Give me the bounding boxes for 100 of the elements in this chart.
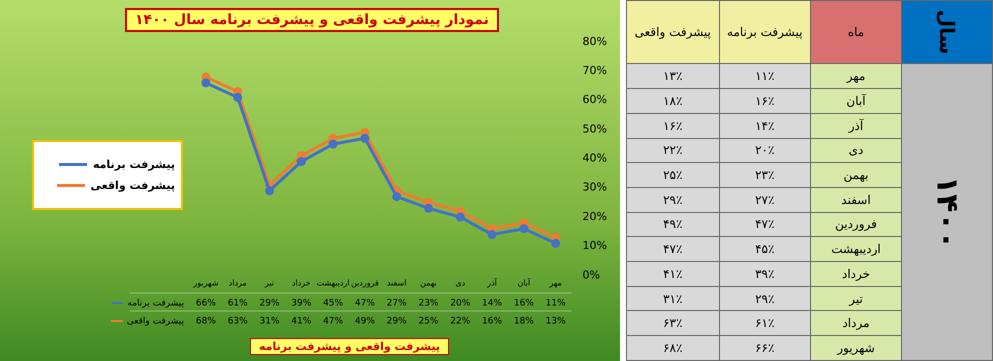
data-label: 29% bbox=[259, 298, 280, 308]
data-label: ۶۳٪ bbox=[626, 310, 719, 336]
data-label: 16% bbox=[514, 298, 534, 308]
category-label: اردیبهشت bbox=[810, 236, 902, 262]
y-tick-label: 0% bbox=[582, 268, 600, 282]
data-label: 47% bbox=[354, 298, 376, 308]
text: سال bbox=[935, 8, 959, 56]
category-label: شهریور bbox=[810, 336, 902, 360]
y-tick-label: 10% bbox=[582, 239, 608, 252]
data-label: ۴۹٪ bbox=[626, 212, 719, 237]
text: پیشرفت برنامه bbox=[719, 0, 810, 64]
data-label: ۶۱٪ bbox=[719, 310, 810, 336]
point bbox=[551, 238, 560, 248]
data-label: 39% bbox=[291, 298, 312, 308]
point bbox=[233, 92, 242, 102]
text: پیشرفت واقعی bbox=[126, 316, 184, 326]
data-label: 11% bbox=[546, 298, 566, 308]
y-tick-label: 50% bbox=[582, 122, 608, 136]
x-tick-label: آذر bbox=[486, 277, 498, 288]
data-label: 45% bbox=[323, 298, 344, 308]
text: پیشرفت واقعی bbox=[626, 0, 719, 64]
chart-title: نمودار پیشرفت واقعی و پیشرفت برنامه سال ۱۴۰۰ bbox=[125, 8, 499, 32]
data-label: 63% bbox=[228, 316, 248, 326]
data-label: ۴۵٪ bbox=[719, 236, 810, 262]
point bbox=[201, 78, 210, 88]
data-label: 13% bbox=[546, 316, 566, 326]
point bbox=[392, 192, 402, 202]
category-label: آذر bbox=[810, 113, 902, 138]
y-tick-label: 60% bbox=[582, 93, 608, 106]
data-label: ۱۴٪ bbox=[719, 113, 810, 138]
data-label: 16% bbox=[482, 316, 503, 326]
point bbox=[456, 212, 465, 222]
data-label: 14% bbox=[482, 298, 503, 308]
x-tick-label: اسفند bbox=[386, 278, 406, 288]
x-tick-label: آبان bbox=[517, 277, 532, 288]
x-tick-label: تیر bbox=[264, 278, 274, 288]
legend-label: پیشرفت برنامه bbox=[92, 158, 175, 171]
text: ماه bbox=[810, 0, 902, 64]
data-label: ۱۸٪ bbox=[626, 88, 719, 114]
point bbox=[360, 134, 370, 143]
data-label: 31% bbox=[259, 316, 280, 326]
point bbox=[488, 230, 497, 240]
x-tick-label: شهریور bbox=[192, 278, 219, 288]
data-label: ۶۸٪ bbox=[626, 336, 719, 360]
x-tick-label: دی bbox=[455, 278, 466, 288]
data-label: ۴۷٪ bbox=[719, 212, 810, 237]
x-tick-label: اردیبهشت bbox=[316, 278, 350, 288]
data-label: 47% bbox=[323, 316, 344, 326]
x-axis-title: پیشرفت واقعی و پیشرفت برنامه bbox=[250, 338, 450, 355]
data-label: 41% bbox=[291, 316, 312, 326]
category-label: مرداد bbox=[810, 310, 902, 336]
data-label: 49% bbox=[354, 316, 376, 326]
data-label: ۶۶٪ bbox=[719, 336, 810, 360]
x-tick-label: بهمن bbox=[420, 278, 437, 288]
data-label: 61% bbox=[228, 298, 248, 308]
data-label: ۴۱٪ bbox=[626, 262, 719, 286]
data-label: ۲۵٪ bbox=[626, 162, 719, 188]
data-label: ۲۷٪ bbox=[719, 187, 810, 212]
y-tick-label: 80% bbox=[582, 34, 608, 48]
data-label: ۲۲٪ bbox=[626, 138, 719, 163]
data-label: ۱۳٪ bbox=[626, 64, 719, 89]
text: پیشرفت برنامه bbox=[127, 298, 184, 308]
x-tick-label: مرداد bbox=[228, 278, 247, 288]
category-label: بهمن bbox=[810, 162, 902, 188]
y-tick-label: 20% bbox=[582, 210, 608, 223]
data-label: 20% bbox=[450, 298, 471, 308]
data-label: ۱۶٪ bbox=[626, 113, 719, 138]
data-label: 66% bbox=[196, 298, 216, 308]
data-label: ۲۹٪ bbox=[719, 286, 810, 311]
category-label: دی bbox=[810, 138, 902, 163]
data-label: ۲۰٪ bbox=[719, 138, 810, 163]
legend-label: پیشرفت واقعی bbox=[90, 179, 175, 192]
data-label: ۳۹٪ bbox=[719, 262, 810, 286]
data-label: ۱۶٪ bbox=[719, 88, 810, 114]
x-tick-label: خرداد bbox=[292, 278, 311, 288]
x-tick-label: فروردین bbox=[350, 278, 379, 288]
data-label: 68% bbox=[196, 316, 216, 326]
category-label: مهر bbox=[810, 64, 902, 89]
data-label: 18% bbox=[514, 316, 534, 326]
text: ۱۴۰۰ bbox=[930, 174, 964, 251]
point bbox=[264, 186, 274, 196]
point bbox=[424, 204, 433, 213]
data-label: 27% bbox=[386, 298, 408, 308]
data-label: ۲۹٪ bbox=[626, 187, 719, 212]
data-label: ۲۳٪ bbox=[719, 162, 810, 188]
data-label: ۱۱٪ bbox=[719, 64, 810, 89]
data-label: 29% bbox=[386, 316, 408, 326]
data-label: 23% bbox=[418, 298, 439, 308]
category-label: فروردین bbox=[810, 212, 902, 237]
data-label: ۴۷٪ bbox=[626, 236, 719, 262]
x-tick-label: مهر bbox=[548, 278, 562, 288]
data-label: 22% bbox=[450, 316, 471, 326]
y-tick-label: 40% bbox=[582, 152, 608, 165]
category-label: آبان bbox=[810, 88, 902, 114]
data-label: ۳۱٪ bbox=[626, 286, 719, 311]
point bbox=[328, 140, 338, 149]
y-tick-label: 30% bbox=[582, 180, 608, 194]
point bbox=[519, 224, 528, 234]
category-label: اسفند bbox=[810, 187, 902, 212]
y-tick-label: 70% bbox=[582, 64, 608, 78]
